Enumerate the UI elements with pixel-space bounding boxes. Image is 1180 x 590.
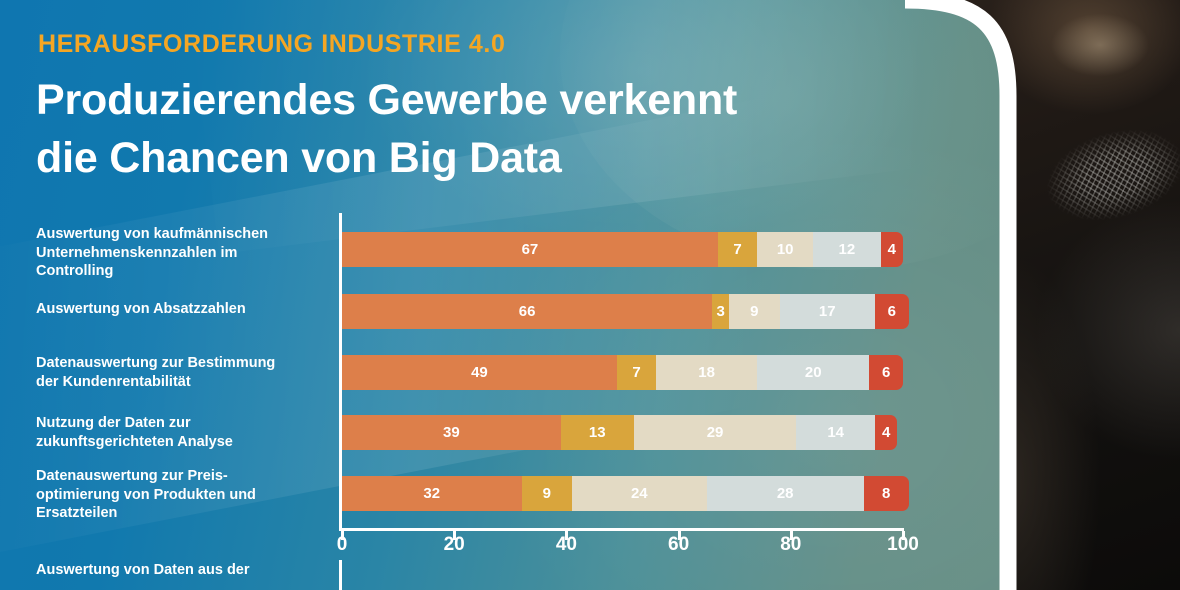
- x-tick-label-80: 80: [780, 534, 802, 555]
- x-tick-100: [902, 531, 905, 540]
- bar-segment: 20: [757, 355, 870, 390]
- category-label-5-line1: Datenauswertung zur Preis-: [36, 468, 228, 484]
- bar-segment: 8: [863, 476, 909, 511]
- bar-segment: 3: [712, 294, 730, 329]
- x-tick-label-0: 0: [336, 534, 348, 555]
- y-axis-line-continuation: [339, 560, 342, 590]
- x-axis-line: [339, 528, 904, 531]
- category-label-5-line3: Ersatzteilen: [36, 505, 118, 522]
- category-label-3: Datenauswertung zur Bestimmung der Kunde…: [36, 354, 336, 391]
- category-label-4-line2: zukunftsgerichteten Analyse: [36, 433, 233, 450]
- category-label-2: Auswertung von Absatzzahlen: [36, 300, 336, 319]
- category-label-4-line1: Nutzung der Daten zur: [36, 415, 191, 431]
- white-curved-divider: [904, 0, 1017, 590]
- bar-segment: 49: [342, 355, 617, 390]
- bar-segment: 4: [874, 415, 898, 450]
- category-label-1: Auswertung von kaufmännischen Unternehme…: [36, 225, 336, 281]
- bar-segment: 9: [729, 294, 780, 329]
- category-label-6-partial: Auswertung von Daten aus der: [36, 562, 250, 578]
- kicker-text: HERAUSFORDERUNG INDUSTRIE 4.0: [38, 30, 506, 58]
- bar-segment: 18: [656, 355, 758, 390]
- category-label-1-line3: Controlling: [36, 263, 114, 280]
- bar-segment: 13: [560, 415, 634, 450]
- photo-highlight: [1040, 0, 1160, 90]
- bar-segment: 39: [342, 415, 561, 450]
- bar-segment: 32: [342, 476, 522, 511]
- category-label-2-line1: Auswertung von Absatzzahlen: [36, 301, 246, 317]
- headline-line-1: Produzierendes Gewerbe verkennt: [36, 76, 738, 124]
- bar-segment: 7: [616, 355, 657, 390]
- x-tick-80: [789, 531, 793, 540]
- bar-segment: 4: [880, 232, 903, 267]
- category-label-4: Nutzung der Daten zur zukunftsgerichtete…: [36, 414, 336, 451]
- category-label-1-line1: Auswertung von kaufmännischen: [36, 226, 269, 242]
- bar-segment: 29: [633, 415, 797, 450]
- category-label-1-line2: Unternehmenskennzahlen im: [36, 244, 238, 261]
- category-label-3-line1: Datenauswertung zur Bestimmung: [36, 355, 276, 371]
- bar-row: 49 7 18 20 6: [342, 355, 903, 390]
- bar-segment: 7: [717, 232, 758, 267]
- bar-segment: 14: [796, 415, 875, 450]
- x-tick-60: [677, 531, 681, 540]
- bar-row: 66 3 9 17 6: [342, 294, 909, 329]
- bar-segment: 9: [521, 476, 572, 511]
- bar-segment: 6: [874, 294, 909, 329]
- bar-row: 32 9 24 28 8: [342, 476, 909, 511]
- bar-segment: 28: [706, 476, 864, 511]
- bar-segment: 24: [572, 476, 707, 511]
- x-tick-label-100: 100: [887, 534, 919, 555]
- bar-segment: 67: [342, 232, 718, 267]
- page-title: Produzierendes Gewerbe verkennt die Chan…: [36, 72, 836, 187]
- x-tick-0: [341, 531, 344, 540]
- bar-segment: 12: [813, 232, 881, 267]
- category-label-3-line2: der Kundenrentabilität: [36, 373, 191, 390]
- x-tick-40: [565, 531, 569, 540]
- y-axis-line: [339, 213, 342, 530]
- headline-line-2: die Chancen von Big Data: [36, 133, 562, 182]
- x-tick-label-40: 40: [555, 534, 577, 555]
- bar-segment: 17: [779, 294, 875, 329]
- bar-segment: 66: [342, 294, 713, 329]
- category-label-5-line2: optimierung von Produkten und: [36, 486, 256, 503]
- category-label-5: Datenauswertung zur Preis- optimierung v…: [36, 467, 336, 523]
- bar-segment: 10: [757, 232, 814, 267]
- x-tick-20: [453, 531, 457, 540]
- x-tick-label-20: 20: [443, 534, 465, 555]
- x-tick-label-60: 60: [668, 534, 690, 555]
- bar-segment: 6: [869, 355, 903, 390]
- bar-row: 67 7 10 12 4: [342, 232, 903, 267]
- bar-row: 39 13 29 14 4: [342, 415, 898, 450]
